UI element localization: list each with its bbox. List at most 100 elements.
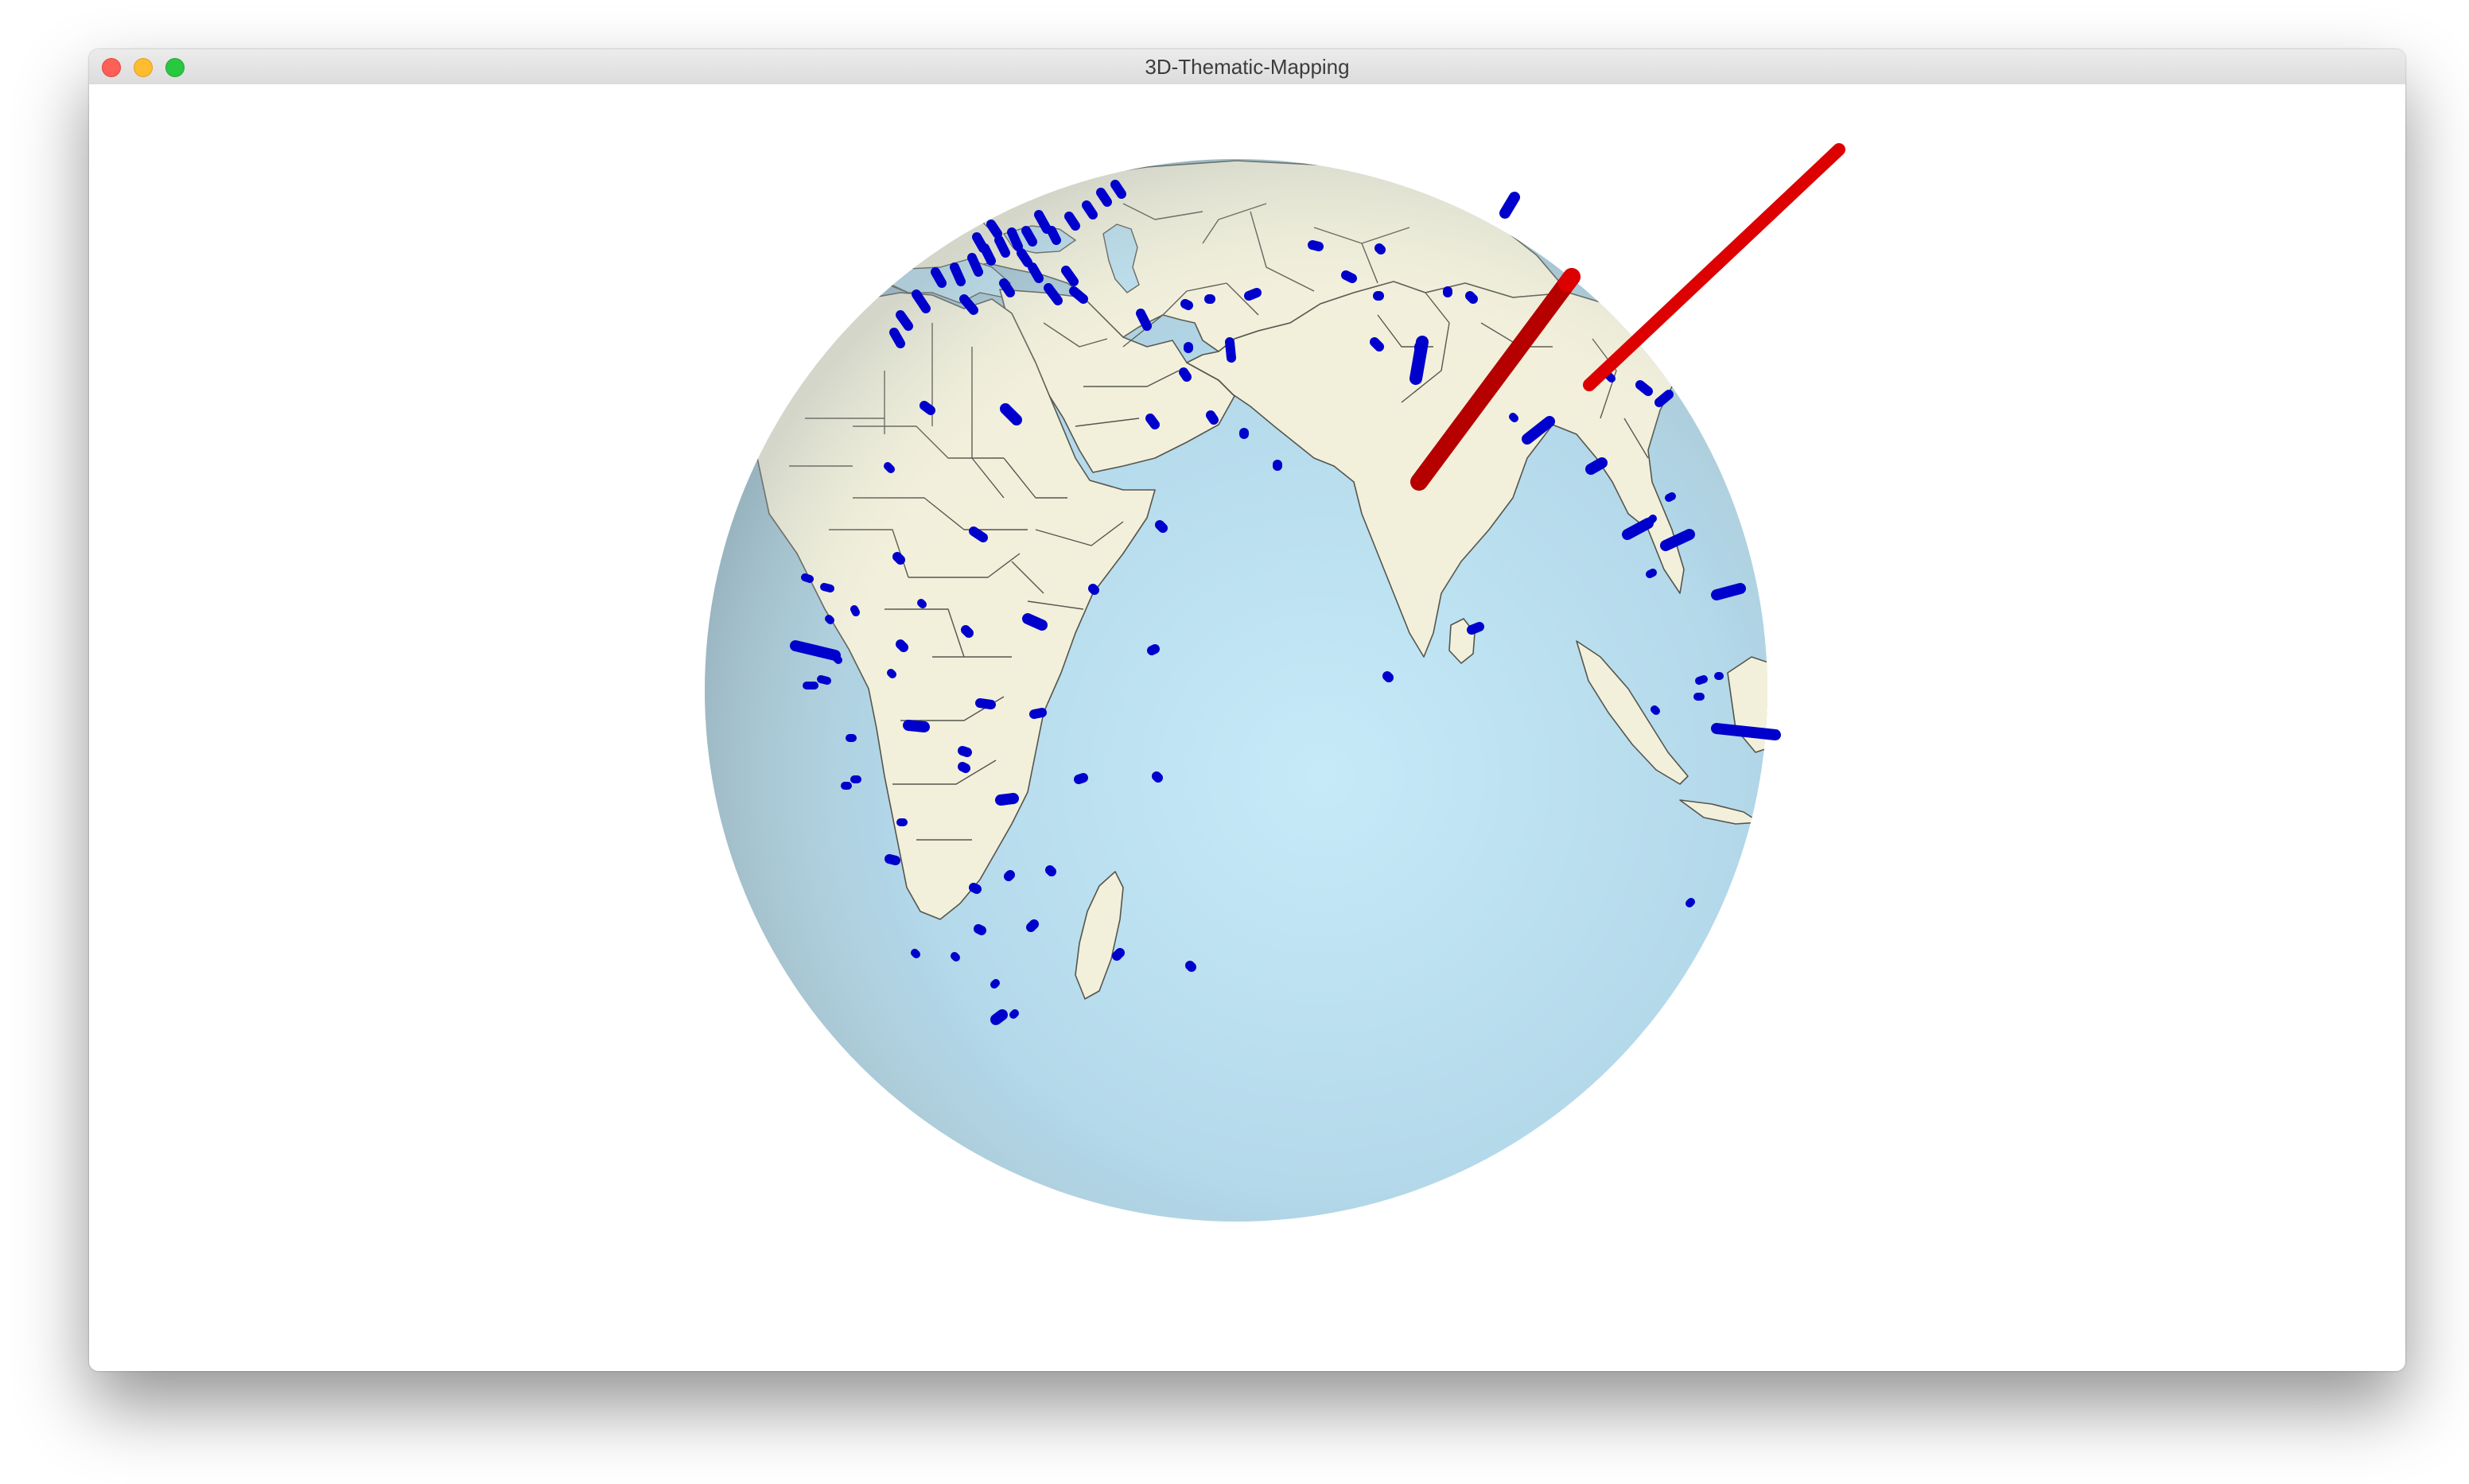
marker[interactable] bbox=[825, 615, 834, 624]
marker[interactable] bbox=[974, 924, 986, 935]
marker[interactable] bbox=[1028, 262, 1044, 283]
marker[interactable] bbox=[1465, 291, 1478, 304]
marker[interactable] bbox=[1110, 180, 1126, 199]
highlight-marker-india[interactable] bbox=[1410, 268, 1581, 491]
marker[interactable] bbox=[1044, 283, 1063, 305]
marker[interactable] bbox=[1082, 200, 1098, 219]
marker[interactable] bbox=[1147, 644, 1160, 655]
marker[interactable] bbox=[817, 675, 831, 685]
marker[interactable] bbox=[790, 640, 841, 661]
marker[interactable] bbox=[1409, 336, 1429, 385]
marker[interactable] bbox=[820, 583, 834, 592]
globe-viewport[interactable] bbox=[89, 84, 2405, 1371]
marker[interactable] bbox=[1374, 243, 1386, 254]
marker[interactable] bbox=[1179, 367, 1192, 382]
marker[interactable] bbox=[885, 854, 900, 865]
marker[interactable] bbox=[999, 278, 1015, 297]
marker[interactable] bbox=[1034, 210, 1052, 234]
title-bar[interactable]: 3D-Thematic-Mapping bbox=[89, 49, 2405, 85]
marker[interactable] bbox=[969, 526, 988, 542]
marker[interactable] bbox=[975, 698, 996, 709]
marker[interactable] bbox=[896, 310, 913, 331]
marker[interactable] bbox=[920, 401, 935, 415]
marker[interactable] bbox=[1026, 919, 1039, 932]
marker[interactable] bbox=[990, 979, 1000, 989]
marker[interactable] bbox=[1004, 870, 1015, 881]
marker[interactable] bbox=[1088, 584, 1099, 595]
marker[interactable] bbox=[917, 599, 927, 608]
marker[interactable] bbox=[951, 952, 960, 961]
marker[interactable] bbox=[1155, 520, 1168, 533]
marker[interactable] bbox=[1180, 299, 1193, 310]
marker[interactable] bbox=[1660, 529, 1695, 551]
marker[interactable] bbox=[1136, 309, 1152, 331]
marker[interactable] bbox=[958, 762, 970, 773]
marker[interactable] bbox=[1522, 416, 1555, 445]
marker[interactable] bbox=[1017, 248, 1032, 267]
marker[interactable] bbox=[1244, 288, 1262, 301]
marker[interactable] bbox=[931, 267, 947, 288]
marker[interactable] bbox=[1646, 569, 1657, 578]
marker[interactable] bbox=[1308, 240, 1324, 251]
marker[interactable] bbox=[961, 625, 974, 638]
marker[interactable] bbox=[1509, 413, 1518, 422]
marker[interactable] bbox=[1064, 212, 1080, 231]
marker[interactable] bbox=[969, 883, 982, 894]
highlight-marker-china[interactable] bbox=[1583, 143, 1845, 391]
marker[interactable] bbox=[850, 605, 860, 616]
marker[interactable] bbox=[1695, 675, 1708, 685]
marker[interactable] bbox=[990, 1009, 1008, 1025]
close-button[interactable] bbox=[102, 58, 121, 77]
marker[interactable] bbox=[1009, 1009, 1019, 1019]
marker[interactable] bbox=[896, 639, 908, 652]
marker[interactable] bbox=[995, 793, 1019, 806]
marker[interactable] bbox=[1654, 390, 1674, 407]
marker[interactable] bbox=[1022, 613, 1048, 631]
marker[interactable] bbox=[1185, 961, 1196, 972]
marker[interactable] bbox=[1096, 188, 1112, 207]
marker[interactable] bbox=[1029, 708, 1047, 719]
marker[interactable] bbox=[1467, 622, 1484, 635]
marker[interactable] bbox=[889, 328, 905, 348]
marker[interactable] bbox=[986, 219, 1002, 239]
marker[interactable] bbox=[972, 232, 988, 253]
marker[interactable] bbox=[967, 253, 983, 277]
marker[interactable] bbox=[1382, 671, 1394, 682]
marker[interactable] bbox=[1651, 705, 1660, 715]
marker[interactable] bbox=[1665, 492, 1676, 502]
minimize-button[interactable] bbox=[134, 58, 153, 77]
marker[interactable] bbox=[1007, 227, 1023, 251]
marker[interactable] bbox=[1711, 723, 1781, 740]
marker[interactable] bbox=[1074, 773, 1088, 784]
marker[interactable] bbox=[1225, 337, 1236, 363]
marker[interactable] bbox=[1061, 266, 1079, 286]
marker[interactable] bbox=[892, 552, 905, 565]
marker[interactable] bbox=[887, 669, 896, 678]
marker[interactable] bbox=[911, 949, 920, 958]
marker[interactable] bbox=[1585, 457, 1608, 475]
marker[interactable] bbox=[1047, 226, 1061, 245]
marker[interactable] bbox=[1711, 583, 1746, 600]
marker[interactable] bbox=[994, 235, 1010, 258]
marker[interactable] bbox=[1045, 865, 1056, 876]
marker[interactable] bbox=[950, 262, 966, 286]
marker[interactable] bbox=[912, 289, 931, 313]
marker[interactable] bbox=[801, 573, 814, 583]
marker[interactable] bbox=[959, 294, 978, 315]
marker[interactable] bbox=[903, 720, 930, 732]
globe-canvas[interactable] bbox=[89, 84, 2405, 1371]
marker[interactable] bbox=[1635, 380, 1653, 396]
marker[interactable] bbox=[1152, 771, 1163, 783]
marker[interactable] bbox=[1499, 192, 1520, 219]
marker[interactable] bbox=[1622, 518, 1654, 540]
marker[interactable] bbox=[1341, 270, 1357, 283]
marker[interactable] bbox=[1686, 898, 1695, 907]
marker[interactable] bbox=[1206, 410, 1219, 425]
marker[interactable] bbox=[1646, 515, 1657, 526]
marker[interactable] bbox=[1000, 403, 1022, 425]
marker[interactable] bbox=[1069, 286, 1088, 304]
marker[interactable] bbox=[1021, 226, 1037, 247]
marker[interactable] bbox=[1370, 337, 1384, 352]
marker[interactable] bbox=[884, 462, 895, 473]
marker[interactable] bbox=[1112, 948, 1125, 961]
